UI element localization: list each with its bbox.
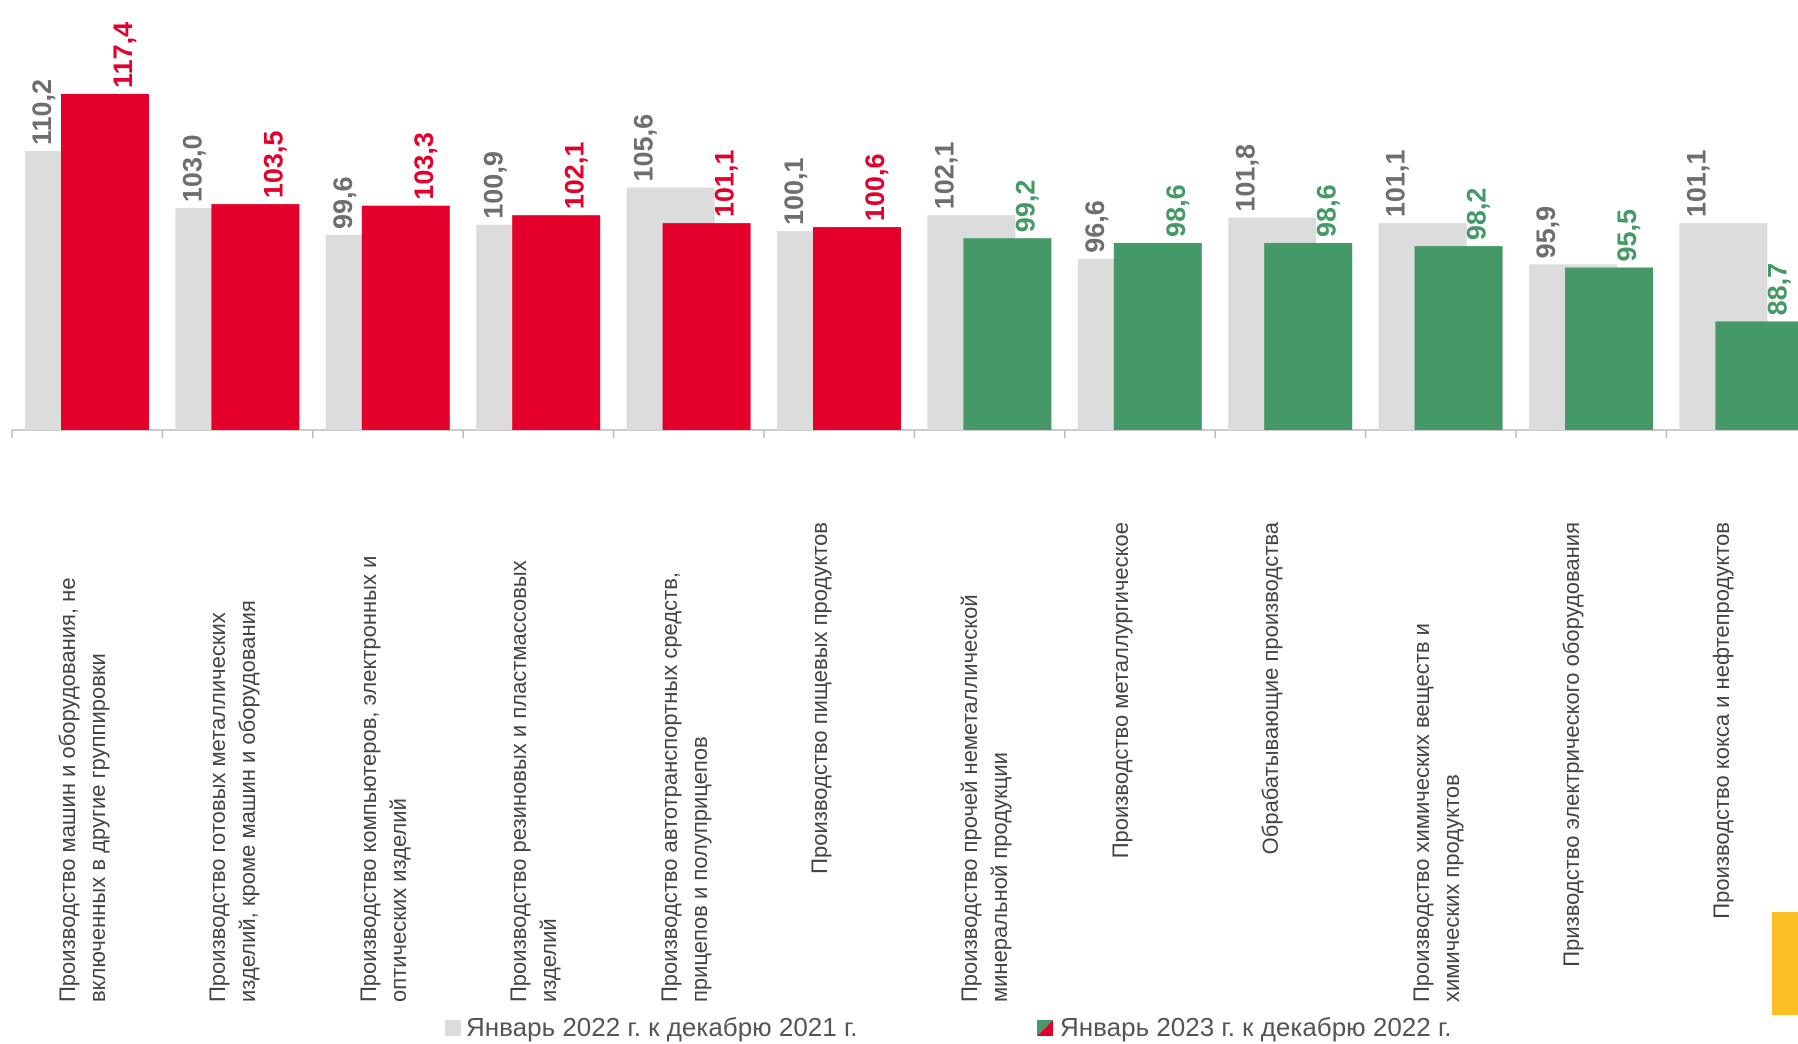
x-tick-label: Производство резиновых и пластмассовых и… xyxy=(506,560,562,1002)
value-label: 95,5 xyxy=(1612,209,1642,262)
value-label: 101,8 xyxy=(1230,144,1260,212)
legend-swatch xyxy=(1037,1020,1053,1036)
legend-label: Январь 2022 г. к декабрю 2021 г. xyxy=(466,1012,858,1042)
x-tick-label: Производство готовых металлических издел… xyxy=(205,600,261,1002)
value-label: 105,6 xyxy=(629,114,659,182)
value-label: 101,1 xyxy=(1381,150,1411,218)
x-tick-label: Производство автотранспортных средств, п… xyxy=(656,571,712,1002)
bar xyxy=(512,215,601,430)
value-label: 98,6 xyxy=(1311,184,1341,237)
x-tick-label: Производство химических веществ и химиче… xyxy=(1408,623,1464,1002)
bar xyxy=(1715,321,1798,430)
value-label: 100,1 xyxy=(779,157,809,225)
value-label: 99,2 xyxy=(1011,180,1041,233)
corner-tab xyxy=(1772,912,1798,1015)
bar xyxy=(813,227,901,430)
value-label: 100,9 xyxy=(478,151,508,219)
value-label: 110,2 xyxy=(27,79,57,145)
value-label: 99,6 xyxy=(328,176,358,229)
x-tick-label: Производство кокса и нефтепродуктов xyxy=(1709,522,1735,919)
value-label: 98,2 xyxy=(1462,188,1492,241)
value-label: 102,1 xyxy=(559,142,589,210)
value-label: 100,6 xyxy=(860,154,890,222)
x-tick-label: Призводство электрического оборудования xyxy=(1559,522,1584,967)
value-label: 117,4 xyxy=(108,22,138,88)
value-label: 96,6 xyxy=(1080,200,1110,253)
legend-swatch xyxy=(445,1020,461,1036)
value-label: 95,9 xyxy=(1531,206,1561,259)
x-tick-label: Производство компьютеров, электронных и … xyxy=(355,555,411,1002)
bar xyxy=(662,223,751,430)
value-label: 103,0 xyxy=(178,134,208,202)
x-tick-label: Производство машин и оборудования, не вк… xyxy=(55,577,110,1002)
bar xyxy=(211,204,300,430)
value-label: 88,7 xyxy=(1763,263,1793,316)
bar xyxy=(361,205,450,430)
value-label: 103,3 xyxy=(409,132,439,200)
bar xyxy=(1113,242,1202,430)
legend-label: Январь 2023 г. к декабрю 2022 г. xyxy=(1060,1012,1452,1042)
x-tick-label: Производство прочей неметаллической мине… xyxy=(957,594,1013,1002)
bar xyxy=(963,238,1052,430)
bar xyxy=(61,93,149,431)
x-tick-label: Производство пищевых продуктов xyxy=(807,522,832,874)
x-tick-label: Производство металлургическое xyxy=(1107,522,1133,859)
bar xyxy=(1565,267,1653,430)
value-label: 101,1 xyxy=(710,150,740,218)
bar xyxy=(1414,246,1503,430)
x-tick-label: Обрабатывающие производства xyxy=(1258,522,1284,855)
value-label: 98,6 xyxy=(1161,184,1191,237)
value-label: 102,1 xyxy=(930,142,960,210)
value-label: 103,5 xyxy=(259,131,289,199)
bar xyxy=(1264,242,1353,430)
value-label: 101,1 xyxy=(1682,150,1712,218)
